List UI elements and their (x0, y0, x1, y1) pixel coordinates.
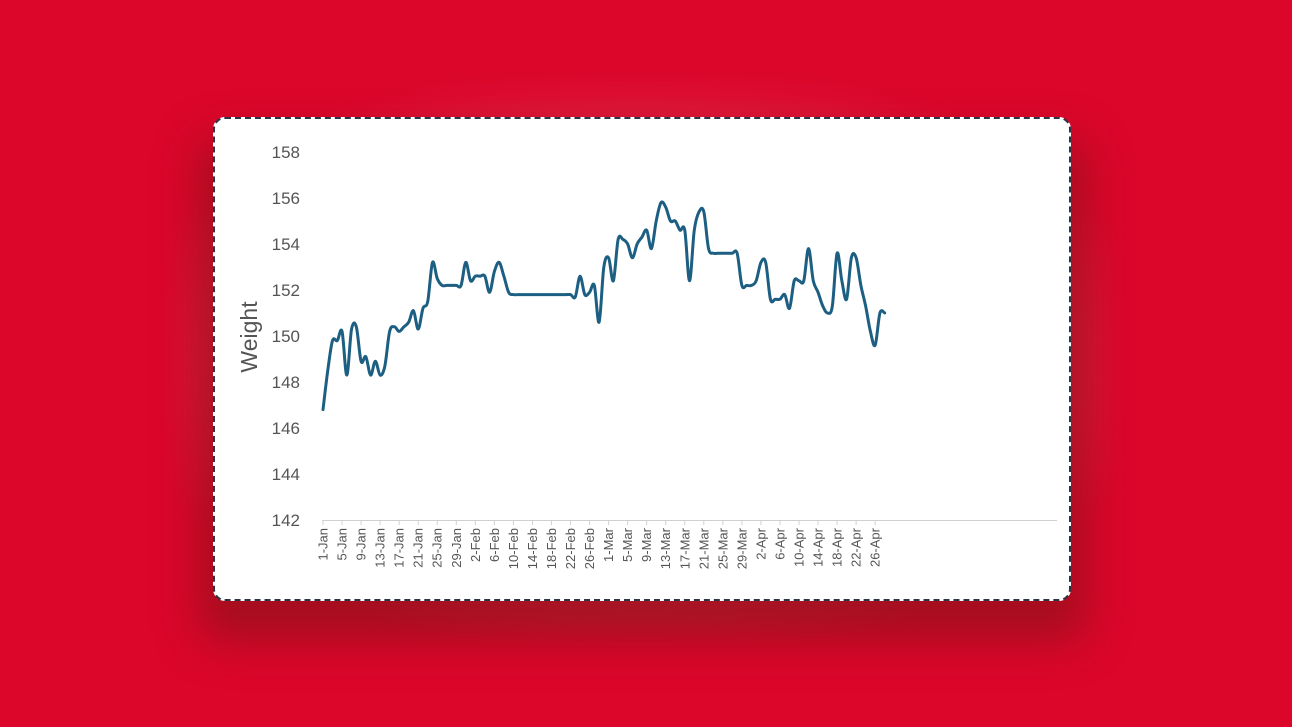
x-tick-label: 13-Mar (658, 527, 673, 569)
x-axis-ticks: 1-Jan 5-Jan 9-Jan 13-Jan 17-Jan 21-Jan 25-Jan 2… (316, 527, 883, 569)
x-tick-label: 22-Feb (563, 528, 578, 569)
x-tick-label: 18-Feb (544, 528, 559, 569)
y-axis-title: Weight (236, 301, 262, 373)
weight-series-line (321, 200, 887, 412)
y-tick-label: 154 (272, 235, 300, 254)
x-tick-label: 5-Jan (335, 528, 350, 561)
y-tick-label: 150 (272, 327, 300, 346)
x-tick-label: 25-Mar (715, 527, 730, 569)
x-tick-label: 22-Apr (849, 527, 864, 567)
x-tick-label: 17-Jan (392, 528, 407, 568)
y-tick-label: 146 (272, 419, 300, 438)
y-tick-label: 158 (272, 143, 300, 162)
x-tick-label: 1-Jan (316, 528, 331, 561)
y-tick-label: 142 (272, 511, 300, 530)
x-tick-label: 21-Mar (696, 527, 711, 569)
x-tick-label: 10-Apr (792, 527, 807, 567)
y-tick-label: 148 (272, 373, 300, 392)
x-tick-label: 2-Apr (753, 527, 768, 559)
chart-card: 142 144 146 148 150 152 154 156 158 1-Jan 5-Jan 9-… (213, 117, 1071, 601)
x-tick-label: 1-Mar (601, 527, 616, 562)
x-tick-label: 14-Apr (811, 527, 826, 567)
x-tick-label: 26-Apr (868, 527, 883, 567)
x-tick-label: 2-Feb (468, 528, 483, 562)
x-tick-label: 6-Feb (487, 528, 502, 562)
x-tick-label: 14-Feb (525, 528, 540, 569)
y-tick-label: 156 (272, 189, 300, 208)
x-tick-label: 10-Feb (506, 528, 521, 569)
x-tick-label: 6-Apr (772, 527, 787, 559)
y-tick-label: 152 (272, 281, 300, 300)
x-tick-label: 29-Mar (734, 527, 749, 569)
x-tick-label: 21-Jan (411, 528, 426, 568)
x-tick-label: 9-Jan (354, 528, 369, 561)
x-tick-label: 17-Mar (677, 527, 692, 569)
weight-line-chart: 142 144 146 148 150 152 154 156 158 1-Jan 5-Jan 9-… (236, 143, 1057, 569)
x-tick-label: 13-Jan (373, 528, 388, 568)
x-axis (322, 520, 1057, 525)
y-axis-ticks: 142 144 146 148 150 152 154 156 158 (272, 143, 300, 530)
x-tick-label: 29-Jan (449, 528, 464, 568)
x-tick-label: 26-Feb (582, 528, 597, 569)
x-tick-label: 18-Apr (830, 527, 845, 567)
y-tick-label: 144 (272, 465, 300, 484)
x-tick-label: 9-Mar (639, 527, 654, 562)
x-tick-label: 25-Jan (430, 528, 445, 568)
x-tick-label: 5-Mar (620, 527, 635, 562)
